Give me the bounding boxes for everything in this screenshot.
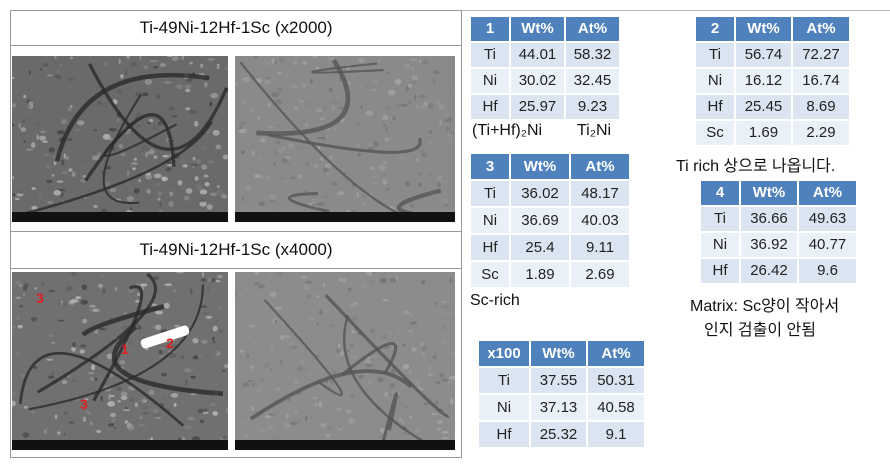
micrograph (12, 56, 228, 222)
table-cell: Hf (470, 234, 510, 261)
table-header-cell: At% (792, 16, 850, 42)
table-cell: 58.32 (565, 42, 620, 68)
table-header-cell: 3 (470, 153, 510, 180)
table-cell: 48.17 (570, 180, 630, 207)
table-cell: 9.23 (565, 94, 620, 120)
table-cell: Ti (695, 42, 735, 68)
table-cell: 16.12 (735, 68, 792, 94)
table-cell: Sc (470, 261, 510, 288)
table-header-cell: At% (570, 153, 630, 180)
panel-title: Ti-49Ni-12Hf-1Sc (x4000) (139, 240, 333, 259)
table-header-cell: 1 (470, 16, 510, 42)
table-cell: 50.31 (587, 367, 645, 394)
table-header-cell: At% (565, 16, 620, 42)
table-header-cell: At% (798, 180, 857, 206)
table-cell: 32.45 (565, 68, 620, 94)
left-frame (10, 10, 462, 458)
table-cell: 26.42 (740, 258, 798, 284)
micrograph (235, 56, 455, 222)
table-cell: Ni (700, 232, 740, 258)
table-cell: 36.66 (740, 206, 798, 232)
table-header-cell: Wt% (510, 153, 570, 180)
micrograph (235, 272, 455, 450)
table-header-cell: 2 (695, 16, 735, 42)
table-cell: 44.01 (510, 42, 565, 68)
table-note: Matrix: Sc양이 작아서 (690, 298, 840, 315)
table-header-cell: 4 (700, 180, 740, 206)
divider (10, 268, 462, 269)
table-cell: 8.69 (792, 94, 850, 120)
divider (462, 10, 890, 11)
table-cell: 1.89 (510, 261, 570, 288)
table-cell: Ti (478, 367, 530, 394)
table-cell: Hf (695, 94, 735, 120)
table-cell: 25.45 (735, 94, 792, 120)
table-cell: 40.03 (570, 207, 630, 234)
table-note: Ti₂Ni (577, 122, 612, 139)
table-cell: 9.11 (570, 234, 630, 261)
image-marker: 3 (80, 396, 88, 412)
table-note: Sc-rich (470, 292, 520, 309)
table-cell: Ni (478, 394, 530, 421)
table-cell: 16.74 (792, 68, 850, 94)
table-cell: 49.63 (798, 206, 857, 232)
table-cell: 56.74 (735, 42, 792, 68)
image-marker: 3 (36, 290, 44, 306)
table-cell: 40.58 (587, 394, 645, 421)
table-cell: Ni (470, 207, 510, 234)
micrograph (12, 272, 228, 450)
table-cell: 25.4 (510, 234, 570, 261)
table-cell: 36.02 (510, 180, 570, 207)
table-cell: Hf (478, 421, 530, 448)
table-note: 인지 검출이 안됨 (704, 322, 816, 339)
table-note: Ti rich 상으로 나옵니다. (676, 158, 836, 175)
table-header-cell: Wt% (510, 16, 565, 42)
table-cell: 1.69 (735, 120, 792, 146)
table-cell: 40.77 (798, 232, 857, 258)
table-cell: 9.1 (587, 421, 645, 448)
table-cell: 36.92 (740, 232, 798, 258)
table-cell: 72.27 (792, 42, 850, 68)
table-header-cell: Wt% (740, 180, 798, 206)
table-cell: Sc (695, 120, 735, 146)
panel-title: Ti-49Ni-12Hf-1Sc (x2000) (139, 18, 333, 37)
table-cell: Ni (695, 68, 735, 94)
table-cell: Ni (470, 68, 510, 94)
table-cell: 36.69 (510, 207, 570, 234)
table-cell: Hf (470, 94, 510, 120)
table-cell: 2.69 (570, 261, 630, 288)
image-marker: 1 (121, 341, 129, 357)
table-header-cell: Wt% (735, 16, 792, 42)
table-cell: Ti (700, 206, 740, 232)
table-header-cell: At% (587, 340, 645, 367)
table-cell: Hf (700, 258, 740, 284)
table-cell: 25.32 (530, 421, 587, 448)
image-marker: 2 (166, 335, 174, 351)
table-header-cell: x100 (478, 340, 530, 367)
table-cell: 37.13 (530, 394, 587, 421)
table-header-cell: Wt% (530, 340, 587, 367)
table-cell: Ti (470, 180, 510, 207)
table-cell: 2.29 (792, 120, 850, 146)
divider (10, 231, 462, 232)
table-cell: 30.02 (510, 68, 565, 94)
table-note: (Ti+Hf)₂Ni (472, 122, 543, 139)
table-cell: Ti (470, 42, 510, 68)
table-cell: 9.6 (798, 258, 857, 284)
divider (10, 45, 462, 46)
table-cell: 37.55 (530, 367, 587, 394)
table-cell: 25.97 (510, 94, 565, 120)
